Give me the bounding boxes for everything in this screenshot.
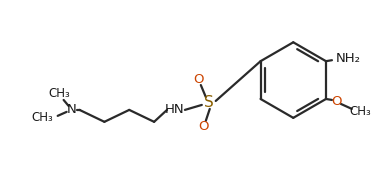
Text: O: O	[193, 73, 204, 86]
Text: N: N	[67, 103, 77, 116]
Text: HN: HN	[165, 103, 185, 116]
Text: S: S	[204, 95, 214, 110]
Text: CH₃: CH₃	[31, 111, 52, 124]
Text: O: O	[332, 95, 342, 108]
Text: O: O	[199, 120, 209, 133]
Text: CH₃: CH₃	[49, 88, 71, 100]
Text: CH₃: CH₃	[349, 105, 371, 118]
Text: NH₂: NH₂	[336, 52, 360, 65]
